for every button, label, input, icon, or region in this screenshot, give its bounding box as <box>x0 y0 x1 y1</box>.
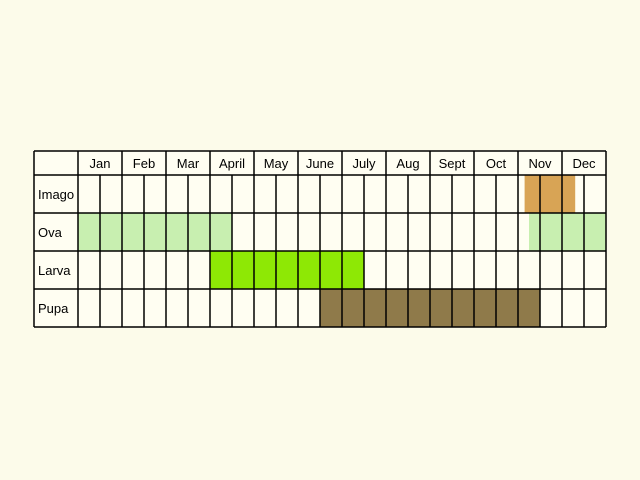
month-label: Jan <box>90 156 111 171</box>
stage-bar-larva <box>210 251 364 289</box>
stage-label: Pupa <box>38 301 69 316</box>
month-label: Aug <box>396 156 419 171</box>
stage-label: Ova <box>38 225 63 240</box>
stage-label: Imago <box>38 187 74 202</box>
stage-bar-imago <box>524 175 576 213</box>
month-label: April <box>219 156 245 171</box>
month-label: Mar <box>177 156 200 171</box>
month-label: Oct <box>486 156 507 171</box>
stage-bar-ova <box>529 213 606 251</box>
month-label: June <box>306 156 334 171</box>
month-label: Sept <box>439 156 466 171</box>
stage-label: Larva <box>38 263 71 278</box>
month-label: May <box>264 156 289 171</box>
month-label: July <box>352 156 376 171</box>
stage-bar-ova <box>78 213 232 251</box>
month-label: Dec <box>572 156 596 171</box>
month-label: Nov <box>528 156 552 171</box>
month-label: Feb <box>133 156 155 171</box>
